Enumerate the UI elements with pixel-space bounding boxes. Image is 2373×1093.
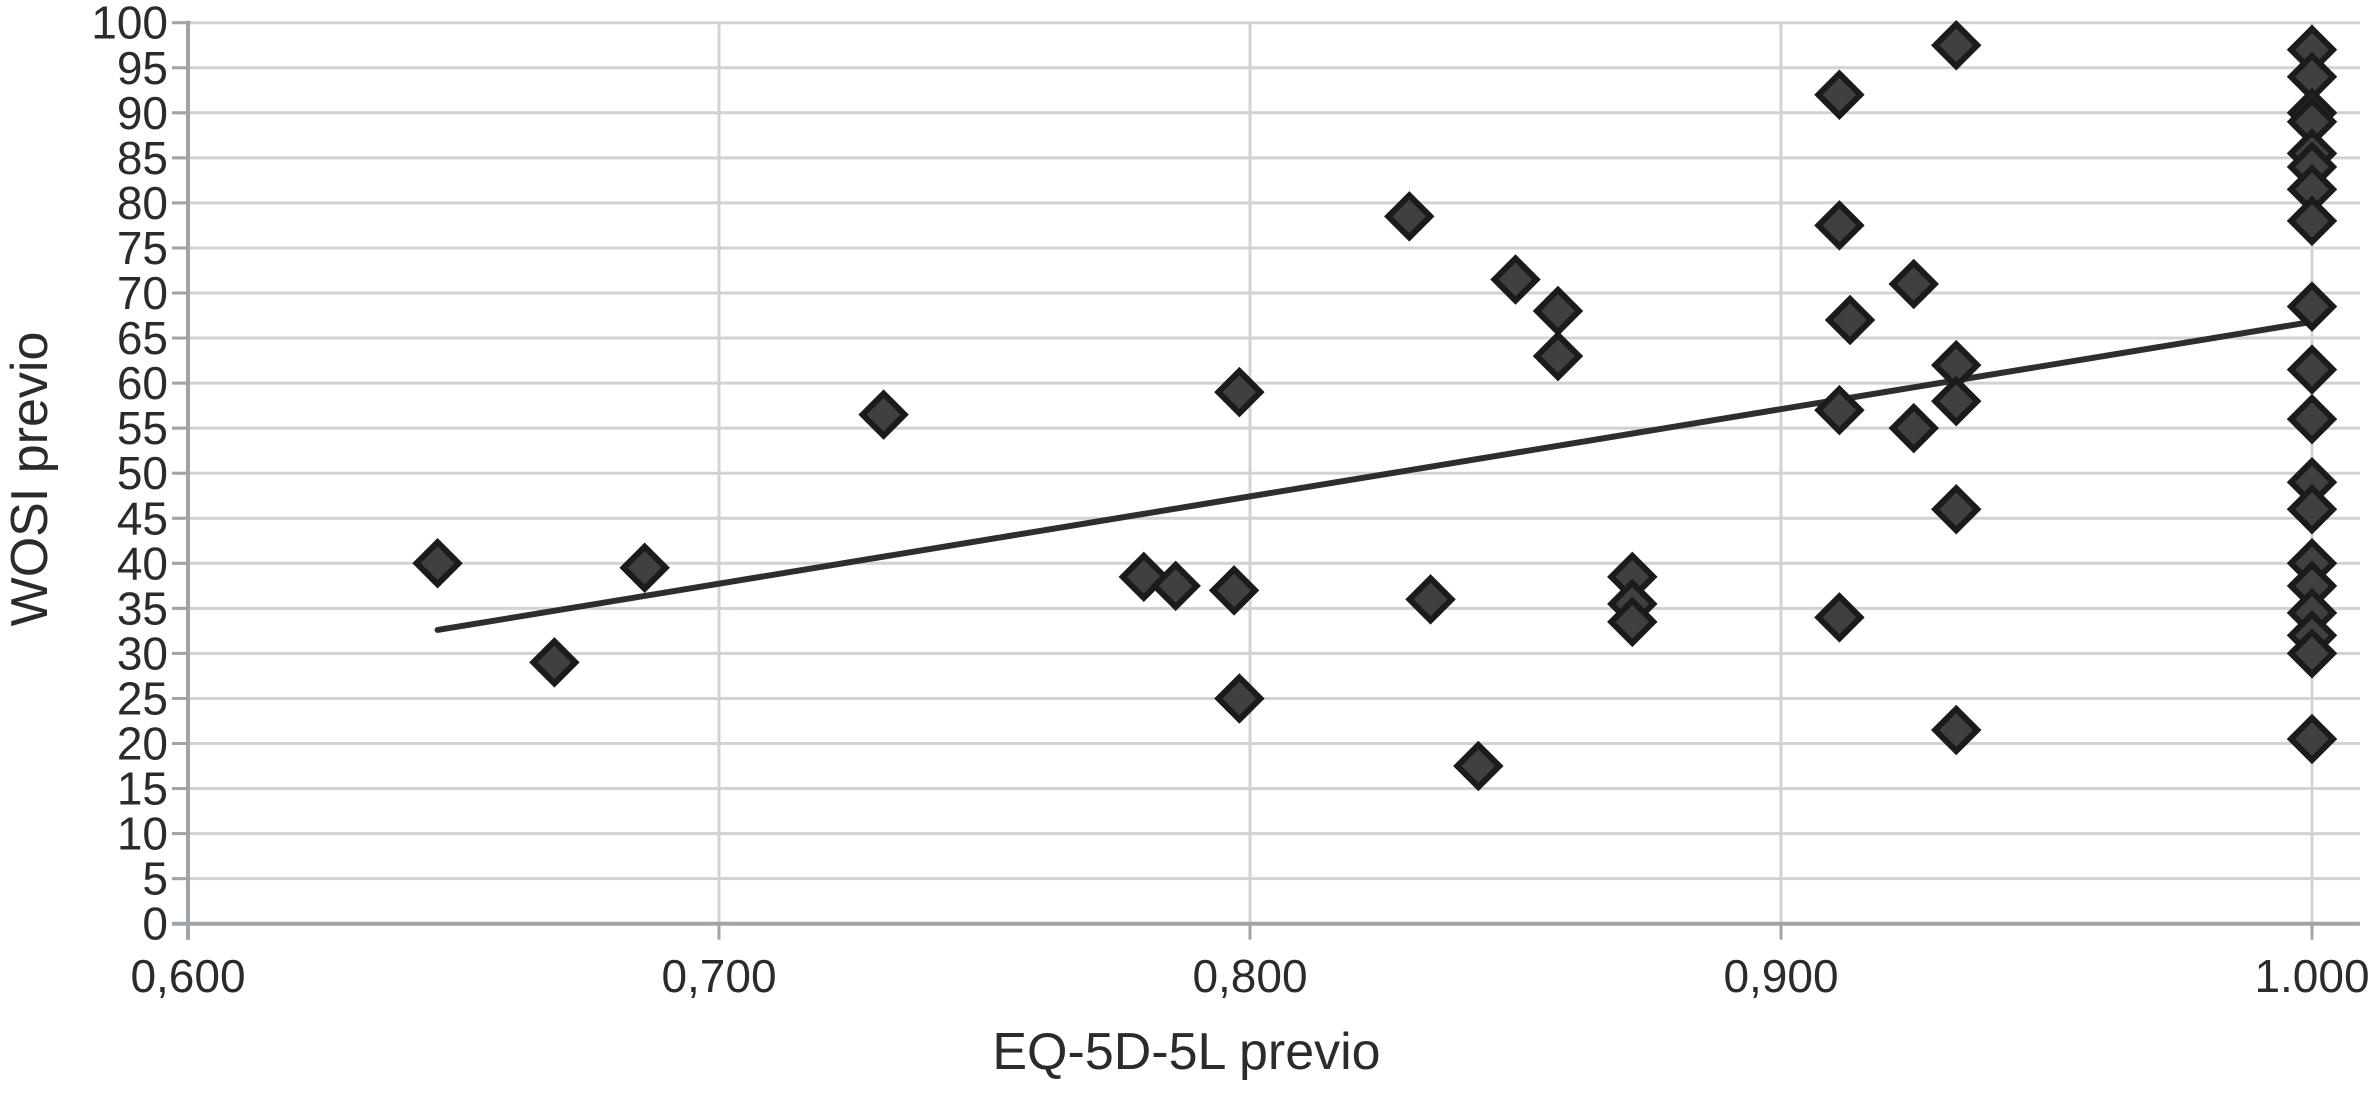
data-point-diamond[interactable] (2286, 281, 2338, 332)
data-point-diamond[interactable] (1888, 402, 1939, 454)
y-tick-label: 80 (117, 177, 168, 229)
data-point-diamond[interactable] (1214, 673, 1265, 724)
y-tick-label: 70 (117, 267, 168, 319)
data-point-diamond[interactable] (2286, 628, 2338, 679)
x-tick-label: 0,700 (661, 950, 776, 1002)
y-axis-title: WOSI previo (1, 331, 59, 627)
data-point-diamond[interactable] (1405, 574, 1456, 625)
y-tick-label: 20 (117, 718, 168, 770)
x-tick-label: 1.000 (2254, 950, 2369, 1002)
y-tick-label: 0 (142, 898, 168, 950)
data-point-diamond[interactable] (1930, 704, 1982, 756)
x-tick-label: 0,900 (1723, 950, 1838, 1002)
x-tick-label: 0,800 (1192, 950, 1307, 1002)
y-tick-label: 15 (117, 763, 168, 815)
data-point-diamond[interactable] (1150, 560, 1201, 612)
data-point-diamond[interactable] (1824, 294, 1876, 346)
data-point-diamond[interactable] (2286, 393, 2338, 445)
data-point-diamond[interactable] (1384, 191, 1435, 242)
y-tick-label: 50 (117, 447, 168, 499)
y-tick-label: 75 (117, 222, 168, 274)
data-point-diamond[interactable] (1888, 258, 1939, 310)
y-tick-label: 25 (117, 672, 168, 724)
y-tick-label: 40 (117, 537, 168, 589)
x-tick-label: 0,600 (130, 950, 245, 1002)
data-point-diamond[interactable] (619, 542, 670, 594)
data-point-diamond[interactable] (1490, 254, 1541, 305)
y-tick-label: 10 (117, 808, 168, 860)
y-tick-label: 65 (117, 312, 168, 364)
y-tick-label: 45 (117, 492, 168, 544)
y-tick-label: 35 (117, 582, 168, 634)
data-point-diamond[interactable] (1532, 285, 1584, 337)
y-tick-label: 30 (117, 627, 168, 679)
data-point-diamond[interactable] (1930, 19, 1982, 71)
y-tick-label: 55 (117, 402, 168, 454)
data-point-diamond[interactable] (529, 637, 580, 688)
y-tick-label: 90 (117, 87, 168, 139)
y-tick-label: 100 (91, 0, 168, 49)
data-point-diamond[interactable] (2286, 483, 2338, 535)
data-point-diamond[interactable] (1930, 483, 1982, 535)
y-tick-label: 85 (117, 132, 168, 184)
data-point-diamond[interactable] (1607, 596, 1658, 648)
data-point-diamond[interactable] (1214, 366, 1265, 418)
y-tick-label: 95 (117, 42, 168, 94)
y-tick-label: 5 (142, 853, 168, 905)
data-point-diamond[interactable] (1532, 330, 1584, 382)
data-point-diamond[interactable] (1814, 69, 1865, 121)
data-point-diamond[interactable] (1930, 375, 1982, 427)
x-axis-title: EQ-5D-5L previo (992, 1023, 1381, 1081)
y-tick-label: 60 (117, 357, 168, 409)
data-point-diamond[interactable] (1814, 592, 1865, 643)
data-point-diamond[interactable] (1814, 200, 1865, 251)
trendline (434, 318, 2315, 633)
data-point-diamond[interactable] (858, 389, 909, 440)
data-point-diamond[interactable] (412, 538, 463, 589)
data-point-diamond[interactable] (2286, 195, 2338, 247)
data-point-diamond[interactable] (1814, 384, 1865, 436)
data-point-diamond[interactable] (1208, 565, 1260, 616)
data-point-diamond[interactable] (2286, 713, 2338, 765)
data-point-diamond[interactable] (1453, 740, 1504, 792)
data-point-diamond[interactable] (2286, 344, 2338, 395)
